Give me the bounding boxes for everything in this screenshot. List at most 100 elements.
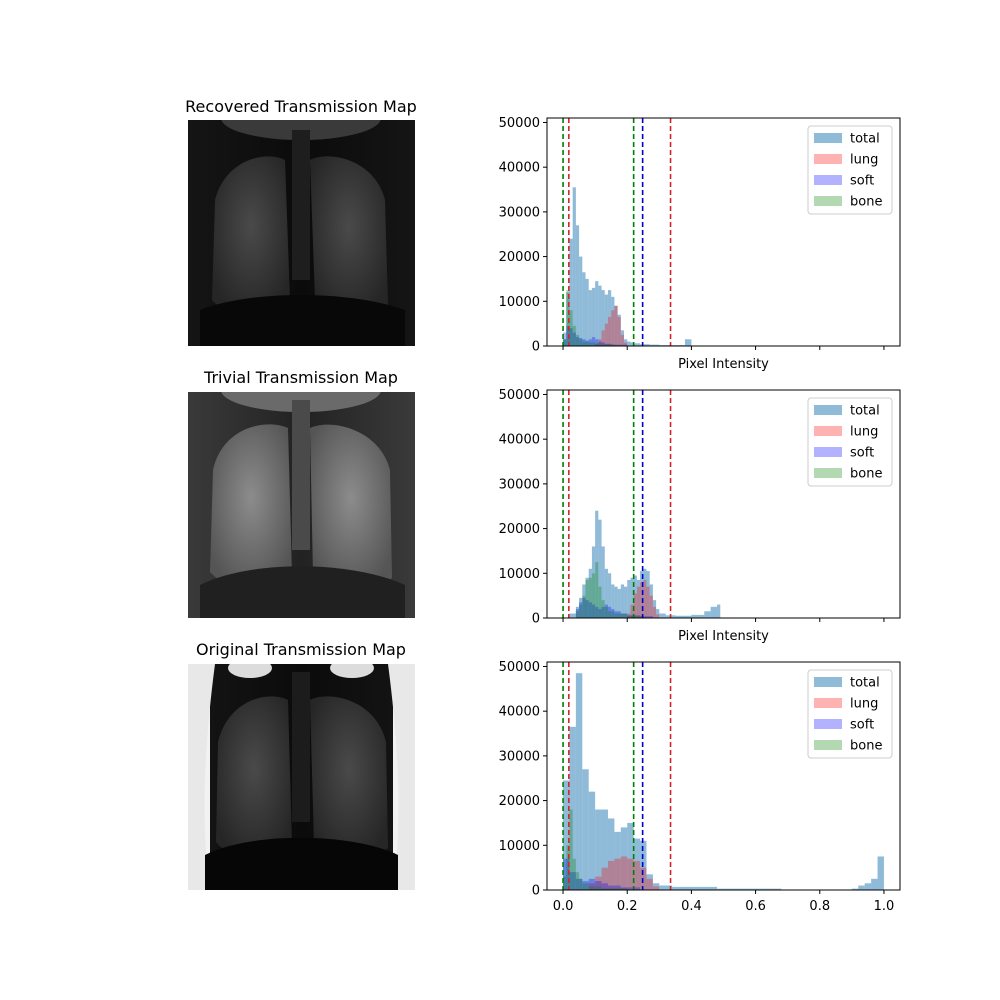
bar-total [601,290,605,346]
bar-bone [566,290,570,346]
bar-bone [588,342,596,346]
xtick-label: 0.8 [809,899,830,914]
bar-bone [595,562,599,618]
bar-total [582,769,589,890]
legend: total lung soft bone [807,397,893,487]
bar-total [601,546,605,618]
bar-soft [575,878,583,890]
bar-lung [627,613,631,618]
legend-swatch-bone [814,740,842,750]
bar-total [607,573,612,618]
bar-bone [614,613,628,618]
bar-total [591,287,596,346]
bar-total [652,883,660,890]
bar-total [659,885,673,890]
bar-soft [585,600,589,618]
bar-total [569,726,576,890]
bar-total [649,344,660,346]
bar-total [717,604,721,618]
bar-total [566,292,570,346]
bar-bone [579,878,583,890]
ytick-label: 30000 [499,749,540,764]
series-total [563,187,708,346]
bar-soft [620,613,628,618]
bar-bone [579,339,583,346]
ytick-label: 30000 [499,205,540,220]
bar-soft [582,339,586,346]
bar-soft [611,344,628,346]
bar-total [620,584,625,618]
legend-swatch-lung [814,154,842,164]
legend-label-bone: bone [850,195,882,210]
bar-total [871,878,878,890]
bar-total [579,597,583,618]
bar-total [684,339,692,346]
bar-total [864,883,872,890]
legend-box [807,125,893,215]
bar-total [607,290,612,346]
legend: total lung soft bone [807,669,893,759]
legend-label-soft: soft [850,174,874,189]
bar-bone [569,310,573,346]
bar-soft [591,604,596,618]
bar-soft [585,340,589,346]
bar-soft [607,885,621,890]
bar-total [649,584,653,618]
series-lung [595,305,628,346]
bar-total [591,546,596,618]
bar-lung [630,604,634,618]
bar-total [633,575,637,618]
bar-total [710,606,718,618]
bar-total [563,780,570,890]
ytick-label: 40000 [499,705,540,720]
bar-total [598,519,602,618]
bar-bone [572,858,576,890]
xtick-label: 0.6 [745,899,766,914]
bar-total [627,822,634,890]
bar-lung [595,343,599,346]
bar-total [611,296,615,346]
ytick-label: 10000 [499,295,540,310]
bar-total [640,344,650,346]
legend-label-total: total [850,676,880,691]
bar-total [633,343,641,346]
bar-total [624,586,628,618]
bar-bone [582,341,589,346]
bar-lung [627,858,634,890]
legend-swatch-soft [814,719,842,729]
bar-total [604,294,608,346]
bar-total [646,874,653,890]
bar-lung [614,305,618,346]
bar-lung [652,886,660,890]
bar-total [601,809,608,890]
bar-total [617,314,621,346]
transmission-image-trivial [188,392,415,618]
ytick-label: 50000 [499,388,540,403]
bar-soft [579,337,583,346]
bar-lung [607,860,615,890]
bar-total [572,187,576,346]
ytick-label: 10000 [499,567,540,582]
x-axis-label: Pixel Intensity [678,629,769,644]
bar-lung [601,867,608,890]
bar-soft [598,609,602,618]
bar-soft [591,337,596,346]
series-soft [563,858,641,890]
bar-soft [607,606,612,618]
legend-swatch-lung [814,426,842,436]
bar-total [585,577,589,618]
image-titles: Recovered Transmission Map Trivial Trans… [185,97,417,659]
bar-soft [601,883,608,890]
bar-total [579,256,583,346]
bar-bone [601,600,605,618]
bar-soft [575,337,580,346]
legend-swatch-bone [814,468,842,478]
bar-total [614,586,618,618]
image-title-original: Original Transmission Map [196,640,406,659]
bar-soft [611,609,615,618]
bar-soft [563,332,567,346]
bar-total [588,290,592,346]
bar-total [607,818,615,890]
bar-total [652,600,657,618]
ytick-label: 20000 [499,794,540,809]
